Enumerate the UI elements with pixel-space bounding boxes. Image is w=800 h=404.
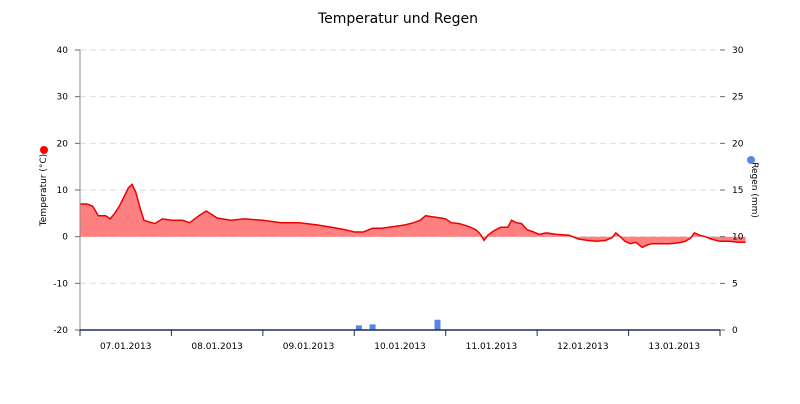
- x-tick-label: 12.01.2013: [557, 342, 609, 352]
- y-right-tick-label: 5: [732, 279, 738, 289]
- axes: 40 30 20 10 0 -10 -20 30 25 20 15 10 5 0 07.01.2013 08.…: [53, 46, 743, 352]
- y-left-tick-label: 0: [62, 233, 68, 243]
- y-left-tick-label: -10: [53, 279, 68, 289]
- rain-bars: [355, 319, 441, 330]
- y-right-tick-label: 15: [732, 186, 743, 196]
- rain-bar: [434, 319, 441, 330]
- y-right-tick-label: 20: [732, 139, 744, 149]
- temperature-legend-marker: [40, 146, 48, 154]
- y-right-tick-label: 25: [732, 93, 743, 103]
- y-right-tick-label: 10: [732, 233, 744, 243]
- temperature-area: [80, 183, 746, 249]
- rain-bar: [355, 325, 362, 330]
- chart-title: Temperatur und Regen: [317, 11, 478, 27]
- axis-labels: Temperatur (°C) Regen (mm): [39, 154, 759, 227]
- x-tick-label: 11.01.2013: [466, 342, 518, 352]
- y-left-tick-label: 30: [57, 93, 69, 103]
- temperature-line: [80, 183, 746, 249]
- temperature-fill: [80, 184, 746, 248]
- x-tick-label: 07.01.2013: [100, 342, 152, 352]
- x-tick-label: 09.01.2013: [283, 342, 335, 352]
- y-right-tick-label: 0: [732, 326, 738, 336]
- y-left-tick-label: 40: [57, 46, 69, 56]
- y-right-tick-label: 30: [732, 46, 744, 56]
- y-left-axis-label: Temperatur (°C): [39, 154, 49, 227]
- x-tick-label: 08.01.2013: [191, 342, 243, 352]
- y-left-tick-label: 10: [57, 186, 69, 196]
- grid: [80, 49, 720, 284]
- rain-legend-marker: [747, 156, 755, 164]
- y-left-tick-label: -20: [53, 326, 68, 336]
- y-right-axis-label: Regen (mm): [749, 162, 759, 218]
- y-left-tick-label: 20: [57, 139, 69, 149]
- x-tick-label: 10.01.2013: [374, 342, 426, 352]
- x-tick-label: 13.01.2013: [649, 342, 701, 352]
- rain-bar: [369, 324, 376, 330]
